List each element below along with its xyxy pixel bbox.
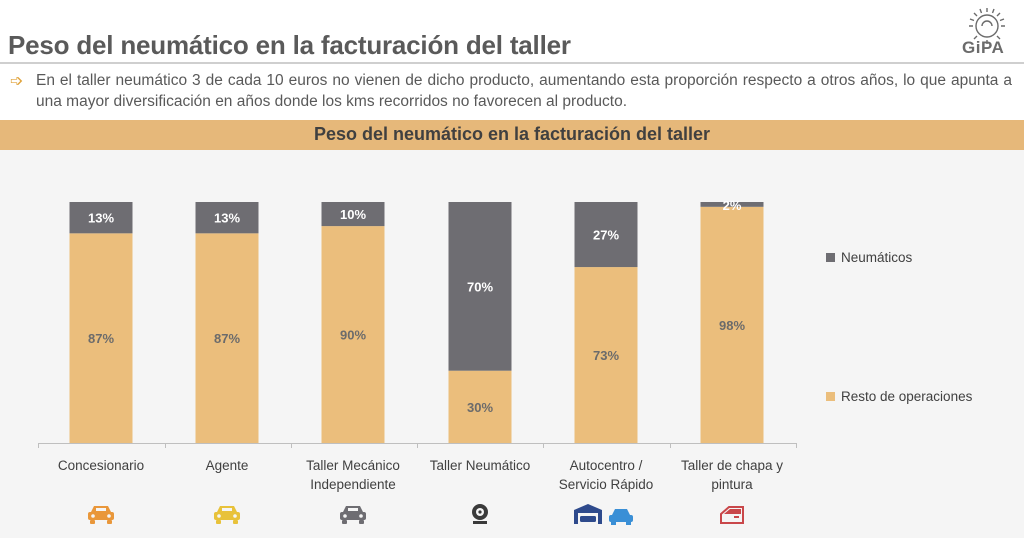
- arrow-bullet-icon: ➩: [10, 73, 24, 90]
- garage-car-icon: [574, 504, 633, 525]
- data-label-resto: 73%: [593, 348, 619, 363]
- title-divider: [0, 62, 1024, 64]
- data-label-neumaticos: 2%: [723, 198, 742, 213]
- data-label-resto: 90%: [340, 328, 366, 343]
- category-label: Taller de chapa y: [681, 458, 783, 473]
- legend-swatch-neumaticos: [826, 253, 835, 262]
- data-label-neumaticos: 10%: [340, 207, 366, 222]
- bar-neumaticos: [448, 202, 512, 371]
- car-door-icon: [720, 506, 744, 524]
- category-label: Independiente: [310, 477, 396, 492]
- bar-neumaticos: [69, 202, 133, 234]
- bar-neumaticos: [195, 202, 259, 234]
- bar-resto: [69, 233, 133, 443]
- bar-resto: [700, 206, 764, 443]
- data-label-resto: 87%: [88, 331, 114, 346]
- stacked-bar-chart: 87% 13% Concesionario 87% 13% Agente 90% 10% Tal…: [38, 198, 797, 525]
- bar-resto: [448, 370, 512, 443]
- chart-title-band: [0, 120, 1024, 150]
- legend-label-neumaticos: Neumáticos: [841, 250, 913, 265]
- data-label-neumaticos: 70%: [467, 279, 493, 294]
- category-label: Taller Neumático: [430, 458, 531, 473]
- category-label: Concesionario: [58, 458, 144, 473]
- intro-paragraph: En el taller neumático 3 de cada 10 euro…: [36, 72, 1012, 110]
- logo-text: GiPA: [962, 38, 1005, 57]
- gipa-logo: [969, 8, 1005, 44]
- category-label: Autocentro /: [570, 458, 643, 473]
- page-title: Peso del neumático en la facturación del…: [8, 30, 571, 60]
- category-label: pintura: [711, 477, 753, 492]
- bar-resto: [321, 226, 385, 443]
- category-label: Servicio Rápido: [559, 477, 654, 492]
- data-label-neumaticos: 13%: [88, 211, 114, 226]
- car-icon: [214, 506, 240, 524]
- data-label-neumaticos: 13%: [214, 211, 240, 226]
- car-icon: [88, 506, 114, 524]
- data-label-resto: 87%: [214, 331, 240, 346]
- chart-area: 87% 13% Concesionario 87% 13% Agente 90% 10% Tal…: [0, 150, 1024, 538]
- category-label: Agente: [206, 458, 249, 473]
- data-label-resto: 98%: [719, 318, 745, 333]
- data-label-neumaticos: 27%: [593, 228, 619, 243]
- legend-item-neumaticos: Neumáticos: [826, 250, 912, 265]
- tire-icon: [472, 504, 488, 524]
- data-label-resto: 30%: [467, 400, 493, 415]
- bar-resto: [574, 267, 638, 443]
- chart-title: Peso del neumático en la facturación del…: [313, 124, 711, 144]
- bar-neumaticos: [321, 202, 385, 227]
- legend-swatch-resto: [826, 392, 835, 401]
- car-repair-icon: [340, 506, 366, 524]
- legend-label-resto: Resto de operaciones: [841, 389, 973, 404]
- category-label: Taller Mecánico: [306, 458, 400, 473]
- bar-neumaticos: [700, 202, 764, 207]
- bar-neumaticos: [574, 202, 638, 268]
- bar-resto: [195, 233, 259, 443]
- legend-item-resto: Resto de operaciones: [826, 389, 972, 404]
